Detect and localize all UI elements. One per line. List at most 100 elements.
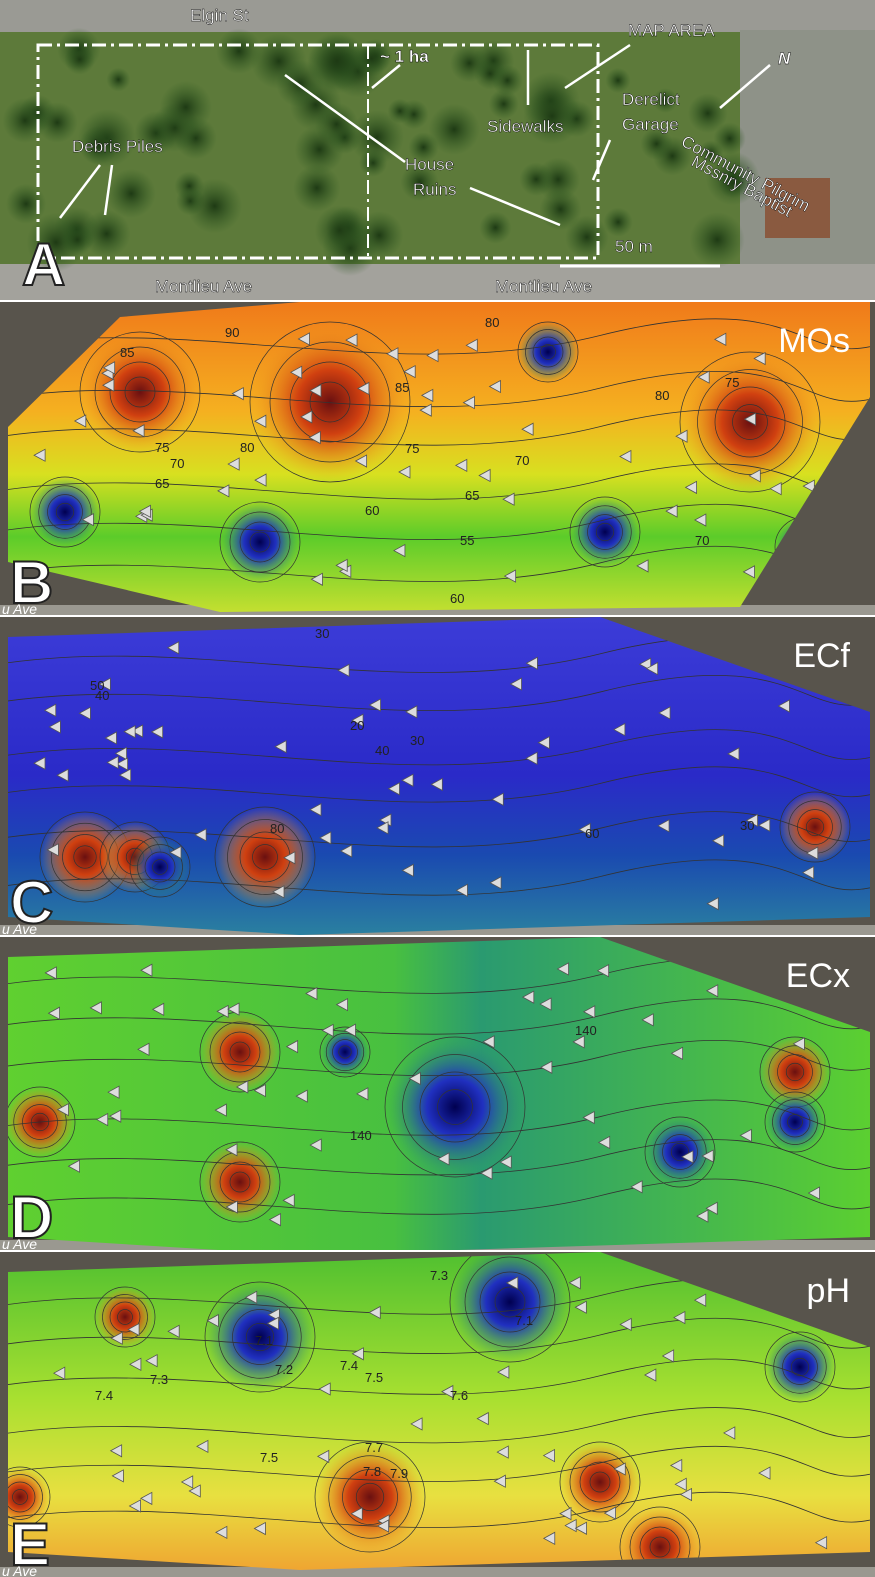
contour-label: 85	[120, 345, 134, 360]
contour-label: 80	[240, 440, 254, 455]
tree	[690, 212, 745, 267]
tree	[315, 205, 365, 255]
contour-label: 7.4	[95, 1388, 113, 1403]
tree	[83, 210, 131, 258]
contour-label: 140	[575, 1023, 597, 1038]
anomaly	[200, 1012, 280, 1092]
contour-label: 70	[515, 453, 529, 468]
area-label: ~ 1 ha	[380, 47, 429, 66]
contour-label: 7.2	[275, 1362, 293, 1377]
map-panels: 8590858075807570658075706560556070MOsu A…	[0, 302, 875, 1577]
tree	[450, 44, 489, 83]
contour-label: 70	[695, 533, 709, 548]
anomaly	[315, 1442, 425, 1552]
anomaly	[560, 1442, 640, 1522]
panel-letter: B	[10, 549, 53, 616]
tree	[64, 44, 95, 75]
panel-letter: A	[22, 231, 65, 298]
figure: Elgin St Montlieu Ave Montlieu Ave MAP A…	[0, 0, 875, 1577]
contour-label: 7.6	[450, 1388, 468, 1403]
contour-label: 40	[95, 688, 109, 703]
contour-label: 7.4	[340, 1358, 358, 1373]
road	[0, 1567, 875, 1577]
panel-letter: C	[10, 869, 53, 936]
tree	[492, 65, 523, 96]
map-panel: 7.37.17.17.27.37.47.47.57.67.57.77.87.9p…	[0, 1242, 875, 1577]
ruins-label: House	[405, 155, 454, 174]
anomaly	[30, 477, 100, 547]
scale-label: 50 m	[615, 237, 653, 256]
debris-label: Debris Piles	[72, 137, 163, 156]
contour-label: 60	[365, 503, 379, 518]
panel-title: MOs	[778, 322, 850, 360]
tree	[276, 60, 324, 108]
contour-label: 80	[655, 388, 669, 403]
sidewalks-label: Sidewalks	[487, 117, 564, 136]
tree	[688, 93, 728, 133]
tree	[295, 125, 344, 174]
contour-label: 7.5	[260, 1450, 278, 1465]
tree	[388, 99, 413, 124]
tree	[107, 169, 156, 218]
contour-label: 7.1	[515, 1313, 533, 1328]
anomaly	[215, 807, 315, 907]
anomaly	[450, 1242, 570, 1362]
street-label: Montlieu Ave	[155, 277, 252, 296]
tree	[6, 184, 46, 224]
panel-a: Elgin St Montlieu Ave Montlieu Ave MAP A…	[0, 0, 875, 300]
contour-label: 85	[395, 380, 409, 395]
ruins-label: Ruins	[413, 180, 456, 199]
garage-label: Garage	[622, 115, 679, 134]
tree	[160, 81, 212, 133]
contour-label: 7.3	[150, 1372, 168, 1387]
contour-label: 60	[585, 826, 599, 841]
contour-label: 30	[740, 818, 754, 833]
tree	[216, 28, 262, 74]
contour-label: 75	[405, 441, 419, 456]
contour-label: 7.9	[390, 1466, 408, 1481]
contour-label: 7.1	[255, 1333, 273, 1348]
contour-label: 7.5	[365, 1370, 383, 1385]
tree	[539, 188, 581, 230]
contour-label: 90	[225, 325, 239, 340]
garage-label: Derelict	[622, 90, 680, 109]
contour-label: 75	[155, 440, 169, 455]
anomaly	[200, 1142, 280, 1222]
contour-label: 70	[170, 456, 184, 471]
contour-label: 80	[270, 821, 284, 836]
tree	[428, 104, 479, 155]
contour-label: 7.3	[430, 1268, 448, 1283]
panel-title: ECf	[793, 637, 850, 675]
tree	[519, 162, 553, 196]
contour-label: 30	[410, 733, 424, 748]
panel-letter: E	[10, 1511, 50, 1577]
contour-label: 55	[460, 533, 474, 548]
map-area-label: MAP AREA	[628, 21, 715, 40]
contour-label: 65	[465, 488, 479, 503]
contour-label: 20	[350, 718, 364, 733]
contour-label: 60	[450, 591, 464, 606]
tree	[523, 87, 580, 144]
contour-label: 40	[375, 743, 389, 758]
panel-letter: D	[10, 1184, 53, 1251]
contour-label: 80	[485, 315, 499, 330]
contour-label: 75	[725, 375, 739, 390]
panel-title: ECx	[786, 957, 850, 995]
contour-label: 7.7	[365, 1440, 383, 1455]
contour-label: 65	[155, 476, 169, 491]
tree	[479, 211, 511, 243]
anomaly	[645, 1117, 715, 1187]
panel-title: pH	[807, 1272, 850, 1310]
contour-label: 7.8	[363, 1464, 381, 1479]
tree	[106, 68, 130, 92]
tree	[187, 179, 242, 234]
street-label: Montlieu Ave	[495, 277, 592, 296]
contour-label: 140	[350, 1128, 372, 1143]
contour-label: 30	[315, 626, 329, 641]
road	[0, 0, 875, 32]
anomaly	[385, 1037, 525, 1177]
road	[0, 264, 875, 300]
street-label: Elgin St	[190, 6, 249, 25]
north-label: N	[778, 49, 791, 68]
